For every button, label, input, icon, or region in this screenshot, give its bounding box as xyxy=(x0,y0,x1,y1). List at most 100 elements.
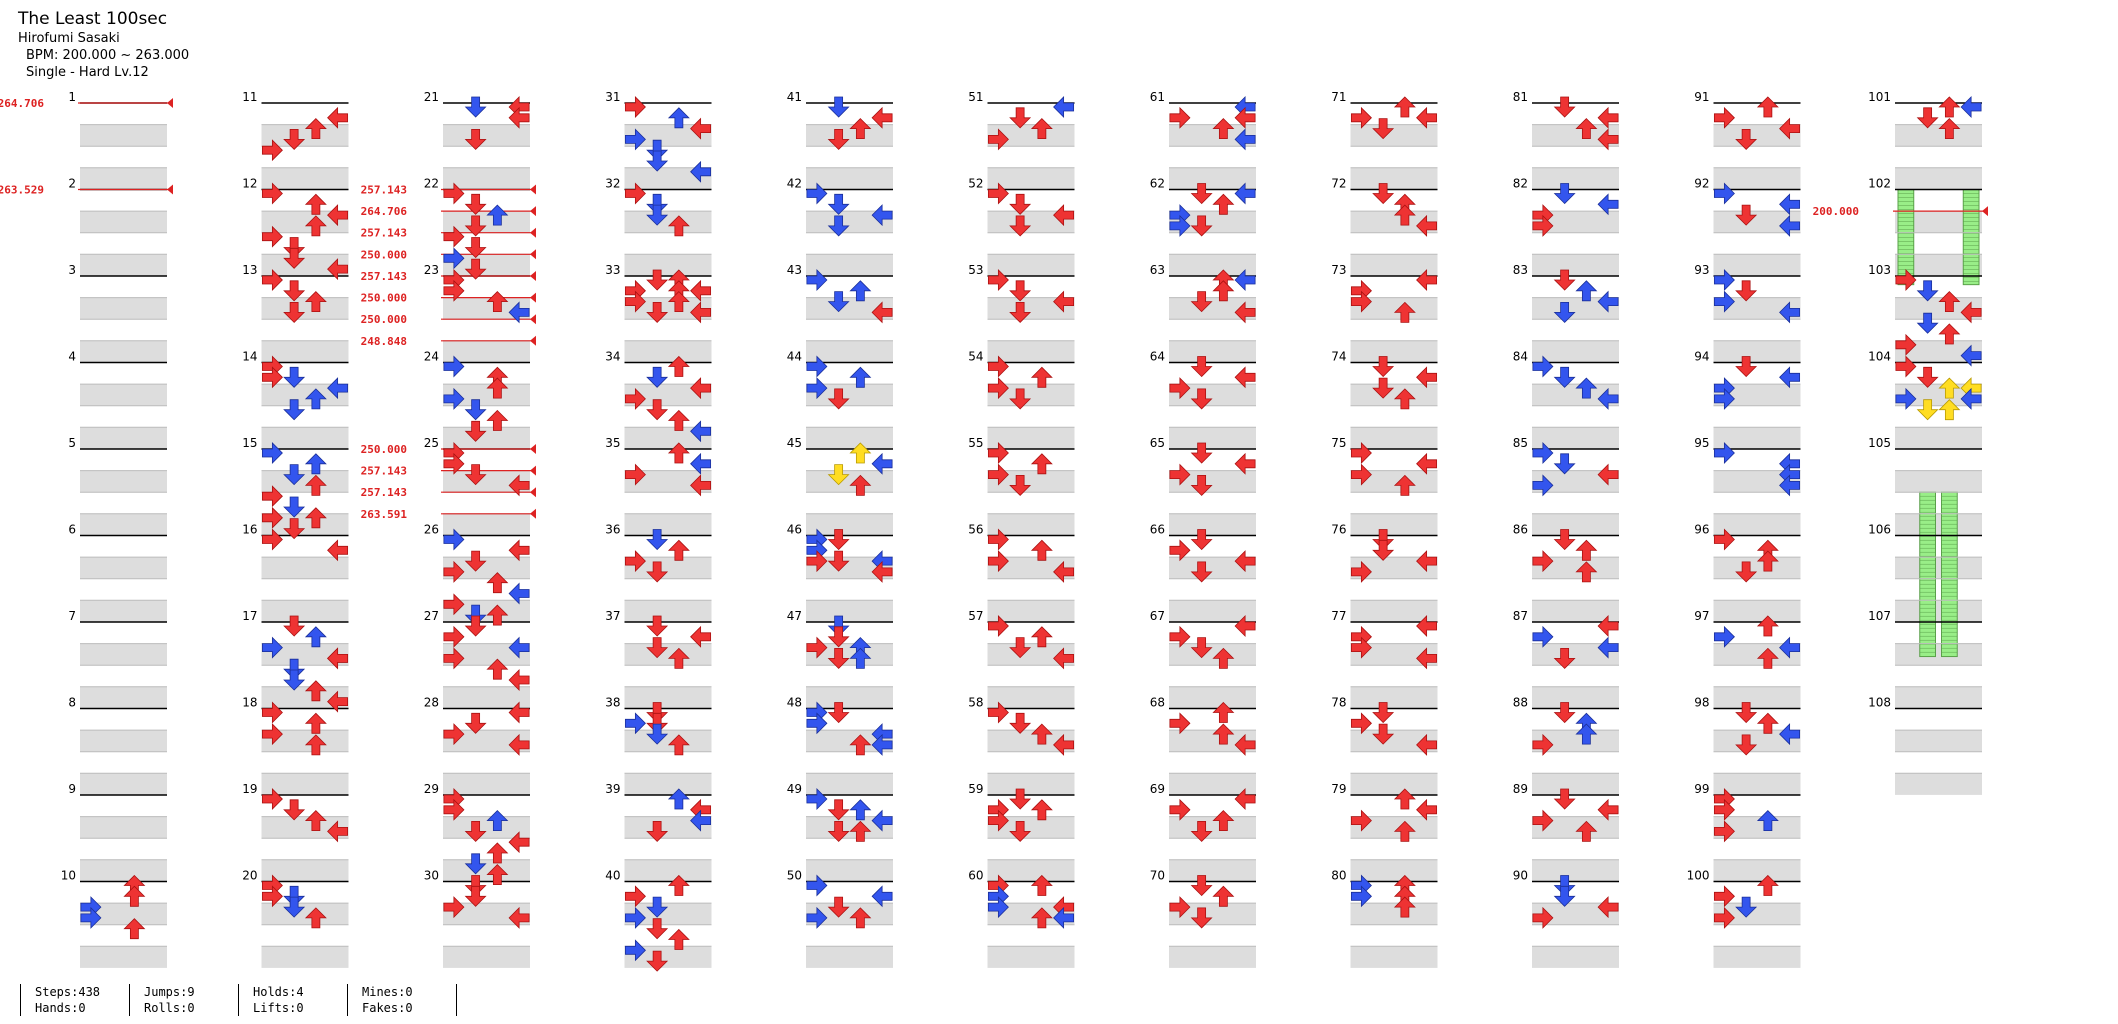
measure-number: 77 xyxy=(1331,609,1346,623)
measure-number: 17 xyxy=(242,609,257,623)
beat-band xyxy=(1532,427,1619,449)
beat-band xyxy=(1532,557,1619,579)
beat-band xyxy=(1169,730,1256,752)
step-arrow xyxy=(624,96,646,118)
stat-jumps: Jumps:9 xyxy=(144,985,195,999)
beat-band xyxy=(806,297,893,320)
measure-number: 35 xyxy=(605,436,620,450)
measure-number: 42 xyxy=(787,177,802,191)
beat-band xyxy=(806,816,893,839)
beat-band xyxy=(80,643,167,666)
bpm-triangle xyxy=(530,292,536,303)
measure-number: 101 xyxy=(1868,90,1891,104)
measure-number: 70 xyxy=(1150,869,1165,883)
beat-band xyxy=(987,384,1075,406)
beat-band xyxy=(987,211,1075,233)
beat-band xyxy=(261,297,349,320)
beat-band xyxy=(1169,384,1256,406)
beat-band xyxy=(806,470,893,493)
measure-number: 4 xyxy=(68,350,76,364)
measure-labels: 1234567891011121314151617181920212223242… xyxy=(61,90,1891,883)
bpm-label: 250.000 xyxy=(361,443,407,456)
beat-band xyxy=(1350,211,1438,233)
beat-band xyxy=(1350,297,1438,320)
beat-bands xyxy=(80,124,1982,968)
measure-number: 73 xyxy=(1331,263,1346,277)
measure-number: 106 xyxy=(1868,523,1891,537)
chart-difficulty: Single - Hard Lv.12 xyxy=(26,65,149,80)
step-arrow xyxy=(1053,96,1075,118)
measure-number: 14 xyxy=(242,350,257,364)
stat-lifts: Lifts:0 xyxy=(253,1001,304,1015)
beat-band xyxy=(987,254,1075,276)
measure-number: 48 xyxy=(787,696,802,710)
bpm-triangle xyxy=(1982,206,1988,217)
beat-band xyxy=(443,254,530,276)
beat-band xyxy=(1169,254,1256,276)
beat-band xyxy=(80,513,167,536)
beat-band xyxy=(624,946,712,968)
beat-band xyxy=(261,427,349,449)
beat-band xyxy=(443,600,530,622)
beat-band xyxy=(806,946,893,968)
beat-band xyxy=(1713,903,1801,925)
measure-number: 107 xyxy=(1868,609,1891,623)
measure-number: 12 xyxy=(242,177,257,191)
beat-band xyxy=(987,773,1075,795)
measure-number: 60 xyxy=(968,869,983,883)
chart-stats: Steps:438 Hands:0 Jumps:9 Rolls:0 Holds:… xyxy=(20,984,457,1016)
beat-band xyxy=(1713,773,1801,795)
measure-number: 13 xyxy=(242,263,257,277)
measure-number: 59 xyxy=(968,782,983,796)
measure-number: 45 xyxy=(787,436,802,450)
beat-band xyxy=(1713,643,1801,666)
bpm-triangle xyxy=(167,98,173,108)
beat-band xyxy=(987,730,1075,752)
measure-number: 30 xyxy=(424,869,439,883)
measure-number: 3 xyxy=(68,263,76,277)
beat-band xyxy=(1350,816,1438,839)
beat-band xyxy=(1532,297,1619,320)
bpm-label: 257.143 xyxy=(361,465,407,478)
measure-number: 22 xyxy=(424,177,439,191)
measure-number: 47 xyxy=(787,609,802,623)
bpm-label: 250.000 xyxy=(361,292,407,305)
measure-number: 71 xyxy=(1331,90,1346,104)
measure-number: 56 xyxy=(968,523,983,537)
measure-number: 78 xyxy=(1331,696,1346,710)
beat-band xyxy=(443,773,530,795)
beat-band xyxy=(1895,384,1982,406)
beat-band xyxy=(1895,513,1982,536)
beat-band xyxy=(443,384,530,406)
beat-band xyxy=(1713,859,1801,882)
beat-band xyxy=(80,470,167,493)
beat-band xyxy=(1350,340,1438,363)
beat-band xyxy=(443,297,530,320)
measure-number: 32 xyxy=(605,177,620,191)
beat-band xyxy=(1532,859,1619,882)
beat-band xyxy=(80,686,167,709)
measure-number: 44 xyxy=(787,350,802,364)
beat-band xyxy=(1350,513,1438,536)
beat-band xyxy=(1350,470,1438,493)
measure-number: 51 xyxy=(968,90,983,104)
beat-band xyxy=(1350,384,1438,406)
beat-band xyxy=(806,859,893,882)
beat-band xyxy=(1895,427,1982,449)
beat-band xyxy=(1532,470,1619,493)
step-arrow xyxy=(1554,96,1576,118)
beat-band xyxy=(261,254,349,276)
beat-band xyxy=(1532,686,1619,709)
beat-band xyxy=(1532,816,1619,839)
bpm-triangle xyxy=(530,184,536,195)
beat-band xyxy=(987,643,1075,666)
beat-band xyxy=(1532,167,1619,190)
measure-number: 84 xyxy=(1513,350,1528,364)
measure-number: 36 xyxy=(605,523,620,537)
beat-band xyxy=(261,513,349,536)
measure-number: 69 xyxy=(1150,782,1165,796)
bpm-triangle xyxy=(167,184,173,195)
measure-number: 43 xyxy=(787,263,802,277)
beat-band xyxy=(987,124,1075,147)
measure-number: 97 xyxy=(1694,609,1709,623)
